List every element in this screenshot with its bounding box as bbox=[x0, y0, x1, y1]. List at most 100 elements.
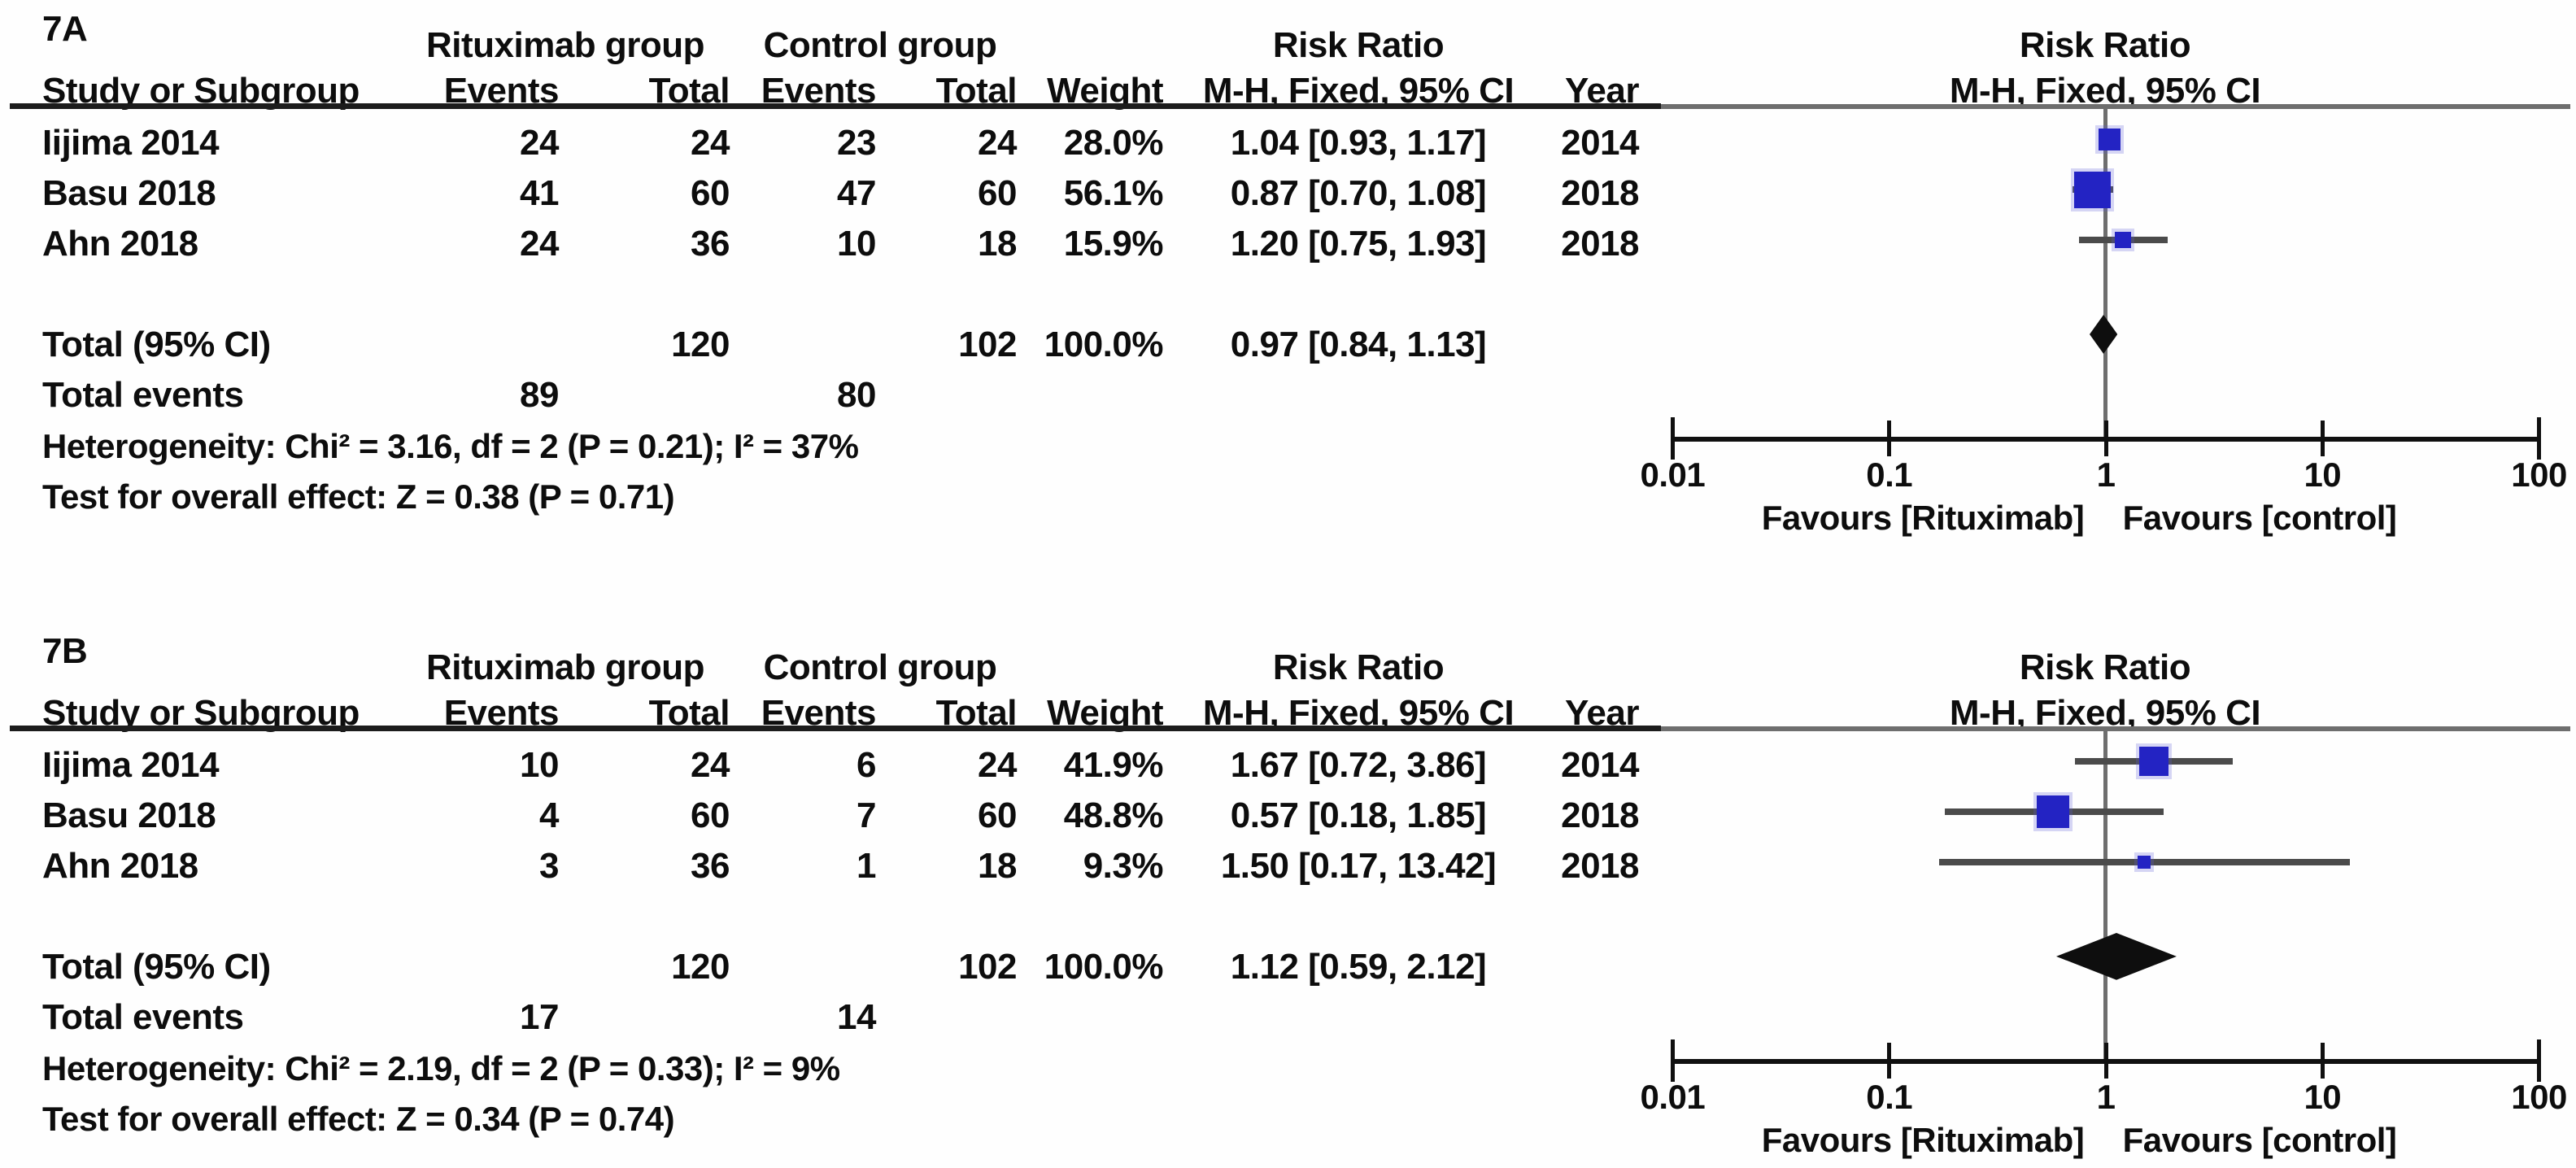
panel-label: 7A bbox=[42, 9, 88, 49]
axis-tick-label: 10 bbox=[2304, 455, 2342, 494]
total2-cell: 60 bbox=[978, 173, 1017, 213]
events2-cell: 23 bbox=[837, 123, 876, 163]
axis-tick bbox=[2320, 1043, 2325, 1079]
estimate-cell: 1.67 [0.72, 3.86] bbox=[1230, 745, 1487, 785]
weight-cell: 48.8% bbox=[1063, 795, 1164, 835]
study-name-cell: Iijima 2014 bbox=[42, 745, 220, 785]
total-weight-cell: 100.0% bbox=[1044, 325, 1164, 364]
axis-tick bbox=[2537, 1039, 2542, 1082]
estimate-cell: 0.57 [0.18, 1.85] bbox=[1230, 795, 1487, 835]
group1-header: Rituximab group bbox=[425, 25, 705, 65]
heterogeneity-text: Heterogeneity: Chi² = 2.19, df = 2 (P = … bbox=[42, 1049, 840, 1087]
axis-tick-label: 1 bbox=[2096, 1078, 2116, 1116]
weight-cell: 56.1% bbox=[1063, 173, 1164, 213]
total1-cell: 60 bbox=[691, 173, 730, 213]
total2-cell: 18 bbox=[978, 224, 1017, 264]
group2-header: Control group bbox=[763, 647, 997, 687]
col-header-estimate: M-H, Fixed, 95% CI bbox=[1202, 693, 1515, 733]
year-cell: 2018 bbox=[1561, 846, 1639, 886]
plot-effect-header: Risk Ratio bbox=[2019, 647, 2191, 687]
col-header-events2: Events bbox=[761, 693, 877, 733]
events1-cell: 24 bbox=[520, 123, 559, 163]
axis-tick bbox=[2103, 421, 2108, 456]
year-cell: 2014 bbox=[1561, 745, 1639, 785]
col-header-year: Year bbox=[1565, 71, 1639, 111]
axis-tick-label: 10 bbox=[2304, 1078, 2342, 1116]
col-header-total1: Total bbox=[648, 693, 730, 733]
header-rule bbox=[10, 726, 1661, 731]
favours-right-label: Favours [control] bbox=[2122, 499, 2397, 537]
events1-cell: 3 bbox=[539, 846, 559, 886]
plot-method-header: M-H, Fixed, 95% CI bbox=[1949, 71, 2261, 111]
events2-cell: 6 bbox=[856, 745, 876, 785]
axis-tick bbox=[1887, 421, 1892, 456]
axis-tick bbox=[1670, 1039, 1675, 1082]
axis-tick bbox=[2320, 421, 2325, 456]
study-weight-square bbox=[2074, 171, 2112, 208]
favours-right-label: Favours [control] bbox=[2122, 1121, 2397, 1159]
total1-cell: 24 bbox=[691, 123, 730, 163]
effect-column-header: Risk Ratio bbox=[1272, 647, 1445, 687]
col-header-total2: Total bbox=[935, 693, 1018, 733]
year-cell: 2018 bbox=[1561, 795, 1639, 835]
events2-cell: 10 bbox=[837, 224, 876, 264]
null-effect-line bbox=[2103, 109, 2107, 439]
weight-cell: 28.0% bbox=[1063, 123, 1164, 163]
pooled-effect-diamond bbox=[2089, 315, 2118, 354]
total-weight-cell: 100.0% bbox=[1044, 947, 1164, 987]
total-label: Total (95% CI) bbox=[42, 325, 271, 364]
col-header-study: Study or Subgroup bbox=[42, 693, 360, 733]
total2-cell: 18 bbox=[978, 846, 1017, 886]
axis-tick-label: 0.1 bbox=[1866, 455, 1913, 494]
favours-left-label: Favours [Rituximab] bbox=[1761, 499, 2085, 537]
events1-cell: 10 bbox=[520, 745, 559, 785]
events1-cell: 4 bbox=[539, 795, 559, 835]
axis-tick bbox=[1670, 417, 1675, 460]
total2-cell: 60 bbox=[978, 795, 1017, 835]
study-weight-square bbox=[2036, 795, 2069, 828]
total-events-label: Total events bbox=[42, 997, 244, 1037]
events1-cell: 41 bbox=[520, 173, 559, 213]
year-cell: 2018 bbox=[1561, 173, 1639, 213]
study-name-cell: Iijima 2014 bbox=[42, 123, 220, 163]
group1-header: Rituximab group bbox=[425, 647, 705, 687]
overall-effect-text: Test for overall effect: Z = 0.38 (P = 0… bbox=[42, 477, 675, 516]
panel-7B: 7B Rituximab group Control group Risk Ra… bbox=[0, 622, 2576, 1168]
panel-7A: 7A Rituximab group Control group Risk Ra… bbox=[0, 0, 2576, 569]
weight-cell: 15.9% bbox=[1063, 224, 1164, 264]
weight-cell: 9.3% bbox=[1083, 846, 1164, 886]
total2-cell: 24 bbox=[978, 745, 1017, 785]
total-n1-cell: 120 bbox=[671, 325, 730, 364]
col-header-events2: Events bbox=[761, 71, 877, 111]
total-events1-cell: 17 bbox=[520, 997, 559, 1037]
total-events-label: Total events bbox=[42, 375, 244, 415]
pooled-effect-diamond bbox=[2055, 933, 2177, 980]
col-header-events1: Events bbox=[443, 693, 560, 733]
axis-tick bbox=[2537, 417, 2542, 460]
total-n2-cell: 102 bbox=[958, 325, 1017, 364]
study-name-cell: Basu 2018 bbox=[42, 173, 216, 213]
axis-tick-label: 1 bbox=[2096, 455, 2116, 494]
plot-effect-header: Risk Ratio bbox=[2019, 25, 2191, 65]
total-events1-cell: 89 bbox=[520, 375, 559, 415]
events2-cell: 1 bbox=[856, 846, 876, 886]
total-events2-cell: 80 bbox=[837, 375, 876, 415]
plot-layer: Iijima 2014 10 24 6 24 41.9% 1.67 [0.72, 3.86]… bbox=[0, 622, 2576, 1168]
events2-cell: 47 bbox=[837, 173, 876, 213]
axis-tick-label: 100 bbox=[2511, 455, 2567, 494]
col-header-estimate: M-H, Fixed, 95% CI bbox=[1202, 71, 1515, 111]
null-effect-line bbox=[2103, 731, 2107, 1061]
col-header-events1: Events bbox=[443, 71, 560, 111]
col-header-weight: Weight bbox=[1047, 71, 1163, 111]
study-weight-square bbox=[2115, 232, 2132, 248]
panel-label: 7B bbox=[42, 631, 88, 671]
events1-cell: 24 bbox=[520, 224, 559, 264]
overall-effect-text: Test for overall effect: Z = 0.34 (P = 0… bbox=[42, 1100, 675, 1138]
col-header-weight: Weight bbox=[1047, 693, 1163, 733]
favours-left-label: Favours [Rituximab] bbox=[1761, 1121, 2085, 1159]
study-weight-square bbox=[2099, 128, 2121, 150]
estimate-cell: 1.20 [0.75, 1.93] bbox=[1230, 224, 1487, 264]
effect-column-header: Risk Ratio bbox=[1272, 25, 1445, 65]
weight-cell: 41.9% bbox=[1063, 745, 1164, 785]
